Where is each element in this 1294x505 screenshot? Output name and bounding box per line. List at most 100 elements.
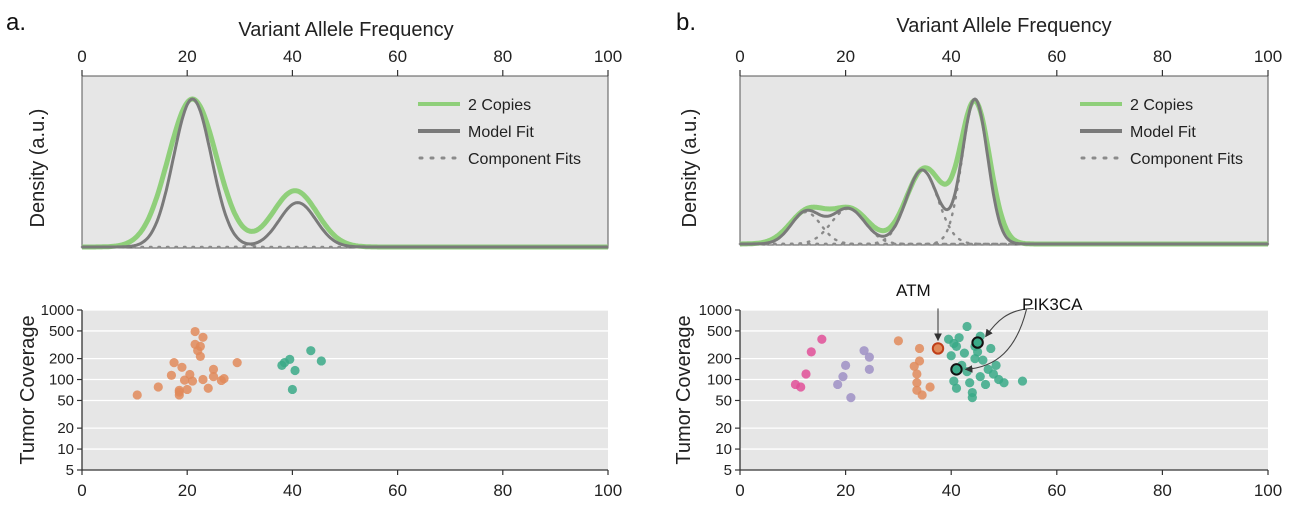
series-model-fit-line <box>81 97 609 249</box>
data-point-teal <box>999 378 1009 388</box>
data-point-orange <box>174 387 184 397</box>
coverage-panel-b: 1000 500 200 100 50 20 10 50 20 40 60 80 100 <box>699 302 1283 500</box>
data-point-magenta <box>817 334 827 344</box>
x-tick-label: 80 <box>1153 481 1172 500</box>
data-point-orange <box>912 378 922 388</box>
coverage-panel-a: 1000 500 200 100 50 20 10 50 20 40 60 80 100 <box>41 302 623 500</box>
legend-a <box>418 102 462 160</box>
data-point-teal <box>285 354 295 364</box>
data-point-teal <box>951 383 962 393</box>
x-tick-label: 20 <box>836 47 855 66</box>
density-panel-a: 0 20 40 60 80 100 <box>77 47 622 250</box>
data-point-orange <box>893 336 904 346</box>
data-point-teal <box>973 347 983 357</box>
data-point-orange <box>198 374 208 385</box>
coverage-ylabel-a: Tumor Coverage <box>17 315 39 464</box>
x-tick-label: 20 <box>836 481 855 500</box>
x-tick-label: 40 <box>283 481 302 500</box>
data-point-orange <box>169 358 179 368</box>
y-tick-label: 500 <box>49 323 74 340</box>
y-tick-label: 100 <box>707 372 732 389</box>
data-point-orange <box>925 382 935 392</box>
density-plot-area <box>81 75 609 249</box>
coverage-ylabel-b: Tumor Coverage <box>673 315 695 464</box>
y-tick-label: 1000 <box>699 302 732 319</box>
density-title-a: Variant Allele Frequency <box>238 19 453 41</box>
data-point-teal <box>1017 376 1028 386</box>
data-point-teal <box>951 341 962 351</box>
x-tick-label: 100 <box>1254 47 1282 66</box>
data-point-orange <box>187 376 198 386</box>
data-point-teal <box>967 392 977 403</box>
x-tick-label: 20 <box>178 481 197 500</box>
panel-letter-b: b. <box>676 9 696 36</box>
data-point-teal <box>975 372 985 382</box>
data-point-orange <box>132 390 142 400</box>
legend-label-model-fit: Model Fit <box>1130 124 1196 141</box>
data-point-purple <box>864 364 874 374</box>
x-tick-label: 0 <box>735 47 744 66</box>
data-point-teal <box>986 343 996 354</box>
data-point-purple <box>859 346 869 356</box>
data-point-magenta <box>801 369 811 379</box>
data-point-teal <box>959 348 970 358</box>
panel-letter-a: a. <box>6 9 26 36</box>
data-point-teal <box>316 356 326 366</box>
density-ylabel-b: Density (a.u.) <box>679 109 701 228</box>
data-point-orange <box>177 362 187 372</box>
data-point-teal <box>946 351 956 361</box>
x-tick-label: 40 <box>942 481 961 500</box>
highlighted-point-pik3ca <box>971 336 984 349</box>
data-point-orange <box>917 390 927 400</box>
data-point-orange <box>198 332 208 342</box>
data-point-teal <box>991 360 1001 370</box>
data-point-teal <box>306 346 316 356</box>
x-tick-label: 80 <box>493 481 512 500</box>
data-point-orange <box>208 364 219 374</box>
data-point-orange <box>153 382 163 392</box>
y-tick-label: 200 <box>49 351 74 368</box>
x-tick-label: 60 <box>1047 481 1066 500</box>
x-tick-label: 0 <box>77 47 86 66</box>
data-point-orange <box>208 372 219 382</box>
data-point-teal <box>965 378 975 388</box>
density-ylabel-a: Density (a.u.) <box>27 109 49 228</box>
highlighted-point-pik3ca <box>950 363 963 376</box>
data-point-teal <box>287 384 297 395</box>
x-tick-label: 0 <box>735 481 744 500</box>
data-point-orange <box>190 326 200 337</box>
legend-b <box>1080 102 1124 160</box>
x-tick-label: 40 <box>283 47 302 66</box>
x-tick-label: 20 <box>178 47 197 66</box>
y-tick-label: 20 <box>715 420 732 437</box>
data-point-purple <box>838 372 848 382</box>
y-tick-label: 1000 <box>41 302 74 319</box>
x-tick-label: 0 <box>77 481 86 500</box>
data-point-purple <box>833 379 843 390</box>
annotation-arrow-pik3ca <box>964 309 1028 373</box>
data-point-teal <box>978 355 988 365</box>
y-tick-label: 10 <box>57 441 74 458</box>
y-tick-label: 500 <box>707 323 732 340</box>
data-point-teal <box>954 333 964 343</box>
coverage-plot-area <box>82 310 608 470</box>
highlighted-point-atm <box>931 342 945 355</box>
density-panel-b: 0 20 40 60 80 100 <box>735 47 1282 247</box>
annotation-pik3ca: PIK3CA <box>1022 295 1083 314</box>
data-point-orange <box>219 374 229 384</box>
data-point-purple <box>864 352 874 362</box>
y-tick-label: 50 <box>57 392 74 409</box>
data-point-orange <box>912 369 922 379</box>
x-tick-label: 40 <box>942 47 961 66</box>
legend-label-component-fits: Component Fits <box>1130 151 1243 168</box>
data-point-orange <box>182 384 192 395</box>
y-tick-label: 10 <box>715 441 732 458</box>
data-point-orange <box>195 351 205 362</box>
legend-label-component-fits: Component Fits <box>468 151 581 168</box>
x-tick-label: 80 <box>1153 47 1172 66</box>
data-point-orange <box>195 341 205 351</box>
legend-label-model-fit: Model Fit <box>468 124 534 141</box>
coverage-plot-area <box>740 310 1268 470</box>
